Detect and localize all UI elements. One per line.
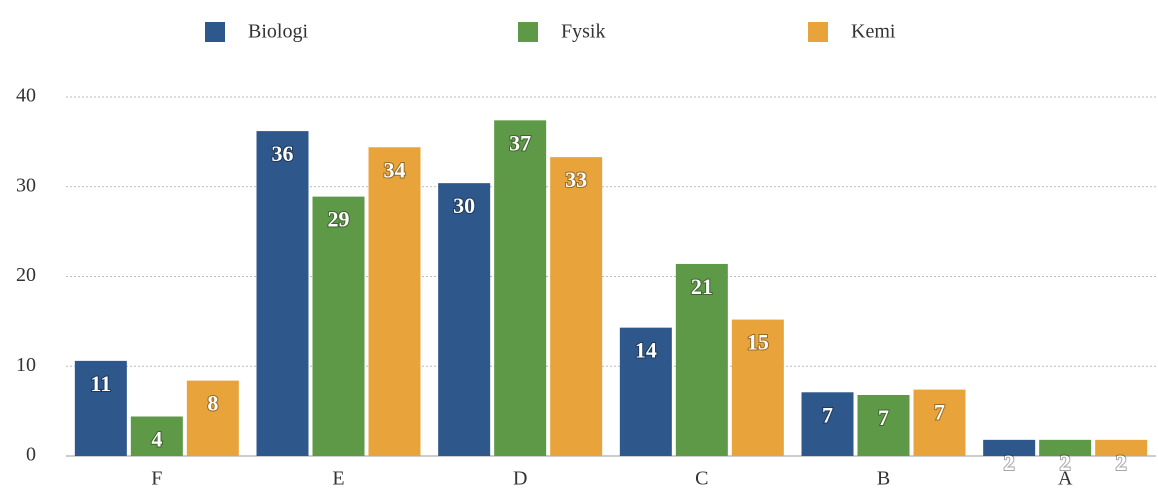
bar bbox=[550, 157, 603, 456]
value-label: 21 bbox=[691, 274, 713, 299]
value-label: 29 bbox=[328, 207, 350, 232]
x-tick-label: D bbox=[513, 468, 527, 490]
y-tick-label: 20 bbox=[16, 264, 36, 286]
value-label: 2 bbox=[1004, 450, 1015, 475]
x-tick-label: A bbox=[1058, 468, 1073, 490]
value-label: 33 bbox=[565, 167, 587, 192]
bar bbox=[913, 389, 966, 456]
bar bbox=[494, 120, 547, 457]
value-label: 30 bbox=[453, 193, 475, 218]
bar bbox=[675, 263, 728, 456]
y-tick-label: 10 bbox=[16, 354, 36, 376]
bar bbox=[312, 196, 365, 456]
value-label: 36 bbox=[272, 141, 294, 166]
y-tick-label: 0 bbox=[26, 444, 36, 466]
x-tick-label: C bbox=[695, 468, 708, 490]
y-tick-label: 40 bbox=[16, 85, 36, 107]
value-label: 2 bbox=[1060, 450, 1071, 475]
value-label: 37 bbox=[509, 130, 531, 155]
x-tick-label: F bbox=[151, 468, 162, 490]
bar bbox=[857, 394, 910, 456]
legend-label: Biologi bbox=[248, 21, 308, 43]
value-label: 2 bbox=[1116, 450, 1127, 475]
value-label: 8 bbox=[207, 391, 218, 416]
legend-swatch bbox=[518, 22, 538, 42]
legend-label: Fysik bbox=[561, 21, 605, 43]
bar bbox=[438, 183, 491, 456]
x-tick-label: E bbox=[332, 468, 344, 490]
value-label: 7 bbox=[878, 405, 889, 430]
value-label: 4 bbox=[151, 427, 162, 452]
bar bbox=[74, 360, 127, 456]
bar bbox=[256, 131, 309, 457]
bar bbox=[983, 439, 1036, 456]
legend-swatch bbox=[205, 22, 225, 42]
bar bbox=[619, 327, 672, 456]
bar bbox=[731, 319, 784, 456]
value-label: 34 bbox=[384, 157, 406, 182]
value-label: 11 bbox=[90, 371, 111, 396]
legend-swatch bbox=[808, 22, 828, 42]
value-label: 7 bbox=[822, 402, 833, 427]
value-label: 7 bbox=[934, 400, 945, 425]
x-tick-label: B bbox=[877, 468, 890, 490]
legend-label: Kemi bbox=[851, 21, 896, 43]
bar bbox=[1095, 439, 1148, 456]
bar bbox=[801, 392, 854, 456]
value-label: 15 bbox=[747, 330, 769, 355]
value-label: 14 bbox=[635, 338, 657, 363]
bar bbox=[130, 416, 183, 456]
bar bbox=[1039, 439, 1092, 456]
bar bbox=[186, 380, 239, 456]
bar bbox=[368, 147, 421, 456]
y-tick-label: 30 bbox=[16, 174, 36, 196]
